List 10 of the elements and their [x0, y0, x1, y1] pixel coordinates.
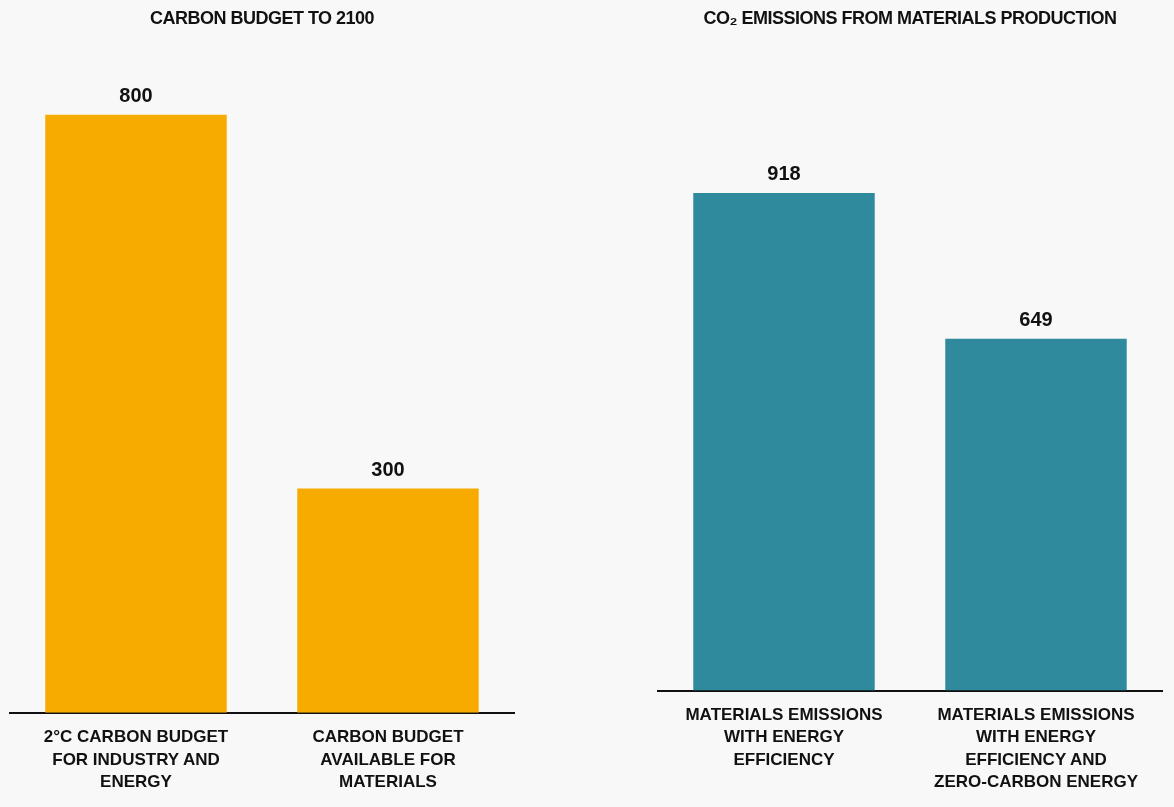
- data-label: 300: [371, 457, 405, 480]
- x-tick-label: MATERIALS EMISSIONS WITH ENERGY EFFICIENCY AND ZERO-CARBON ENERGY: [933, 705, 1139, 791]
- data-label: 649: [1019, 308, 1053, 331]
- x-tick-label: MATERIALS EMISSIONS WITH ENERGY EFFICIENCY: [685, 705, 883, 769]
- chart-title: CO₂ EMISSIONS FROM MATERIALS PRODUCTION: [702, 8, 1118, 29]
- data-label: 800: [119, 84, 153, 107]
- data-label: 918: [767, 162, 801, 185]
- x-tick-label: 2°C CARBON BUDGET FOR INDUSTRY AND ENERGY: [43, 727, 229, 791]
- x-tick-label: CARBON BUDGET AVAILABLE FOR MATERIALS: [312, 727, 465, 791]
- chart-title: CARBON BUDGET TO 2100: [148, 8, 376, 29]
